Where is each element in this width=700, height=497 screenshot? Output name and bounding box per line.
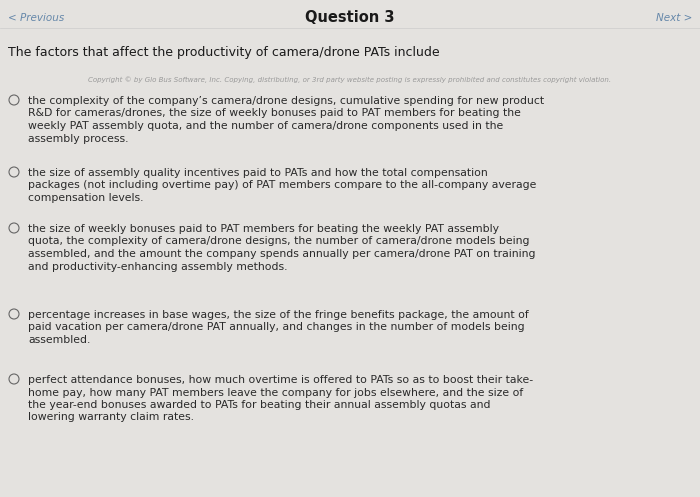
Text: packages (not including overtime pay) of PAT members compare to the all-company : packages (not including overtime pay) of… — [28, 180, 536, 190]
Text: Copyright © by Glo Bus Software, Inc. Copying, distributing, or 3rd party websit: Copyright © by Glo Bus Software, Inc. Co… — [88, 76, 612, 83]
Text: Next >: Next > — [656, 13, 692, 23]
Text: assembly process.: assembly process. — [28, 134, 129, 144]
Text: perfect attendance bonuses, how much overtime is offered to PATs so as to boost : perfect attendance bonuses, how much ove… — [28, 375, 533, 385]
Text: The factors that affect the productivity of camera/drone PATs include: The factors that affect the productivity… — [8, 46, 440, 59]
Text: quota, the complexity of camera/drone designs, the number of camera/drone models: quota, the complexity of camera/drone de… — [28, 237, 529, 247]
Text: the year-end bonuses awarded to PATs for beating their annual assembly quotas an: the year-end bonuses awarded to PATs for… — [28, 400, 491, 410]
Text: weekly PAT assembly quota, and the number of camera/drone components used in the: weekly PAT assembly quota, and the numbe… — [28, 121, 503, 131]
Text: and productivity-enhancing assembly methods.: and productivity-enhancing assembly meth… — [28, 261, 288, 271]
Text: assembled, and the amount the company spends annually per camera/drone PAT on tr: assembled, and the amount the company sp… — [28, 249, 536, 259]
Text: Question 3: Question 3 — [305, 10, 395, 25]
Text: assembled.: assembled. — [28, 335, 90, 345]
Text: < Previous: < Previous — [8, 13, 64, 23]
Text: the complexity of the company’s camera/drone designs, cumulative spending for ne: the complexity of the company’s camera/d… — [28, 96, 544, 106]
Text: paid vacation per camera/drone PAT annually, and changes in the number of models: paid vacation per camera/drone PAT annua… — [28, 323, 524, 332]
Text: home pay, how many PAT members leave the company for jobs elsewhere, and the siz: home pay, how many PAT members leave the… — [28, 388, 524, 398]
Text: the size of assembly quality incentives paid to PATs and how the total compensat: the size of assembly quality incentives … — [28, 168, 488, 178]
Text: R&D for cameras/drones, the size of weekly bonuses paid to PAT members for beati: R&D for cameras/drones, the size of week… — [28, 108, 521, 118]
Text: lowering warranty claim rates.: lowering warranty claim rates. — [28, 413, 194, 422]
Text: percentage increases in base wages, the size of the fringe benefits package, the: percentage increases in base wages, the … — [28, 310, 528, 320]
Text: compensation levels.: compensation levels. — [28, 193, 144, 203]
Text: the size of weekly bonuses paid to PAT members for beating the weekly PAT assemb: the size of weekly bonuses paid to PAT m… — [28, 224, 499, 234]
